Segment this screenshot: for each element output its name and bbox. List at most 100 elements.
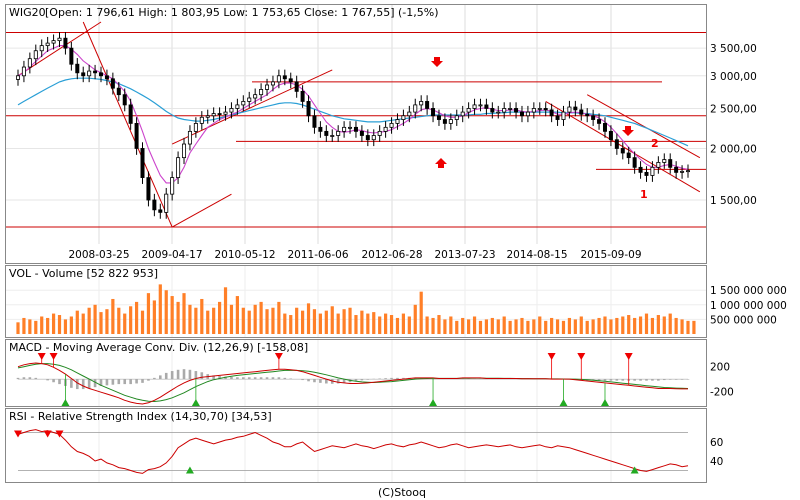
candle-body xyxy=(75,63,80,74)
macd-line xyxy=(17,362,688,405)
rsi-line xyxy=(17,429,689,474)
candle-body xyxy=(579,109,584,115)
x-tick-label: 2013-07-23 xyxy=(434,249,495,261)
macd-hist-bar xyxy=(99,379,103,386)
macd-hist-bar xyxy=(224,376,227,380)
macd-hist-bar xyxy=(307,379,310,382)
volume-bar xyxy=(306,303,311,334)
rsi-title: RSI - Relative Strength Index (14,30,70)… xyxy=(9,410,272,423)
volume-bar xyxy=(87,307,91,334)
volume-bar xyxy=(81,313,85,334)
candle-body xyxy=(644,171,649,176)
macd-hist-bar xyxy=(621,379,625,381)
buy-signal-icon xyxy=(429,399,438,406)
candle-body xyxy=(383,126,388,132)
macd-hist-bar xyxy=(75,379,79,390)
rsi-buy-icon xyxy=(630,466,639,474)
macd-hist-bar xyxy=(230,376,233,380)
macd-lines xyxy=(17,362,689,405)
macd-hist-bar xyxy=(336,379,340,384)
volume-title: VOL - Volume [52 822 953] xyxy=(9,267,158,280)
macd-tick-label: -200 xyxy=(710,387,734,399)
volume-bar xyxy=(526,320,530,334)
macd-hist-bar xyxy=(16,377,20,380)
candle-body xyxy=(21,66,26,77)
candle-body xyxy=(472,104,477,109)
candle-body xyxy=(602,123,607,132)
macd-hist-bar xyxy=(87,379,91,389)
volume-bar xyxy=(271,307,275,334)
macd-hist-bar xyxy=(176,369,180,380)
candle-body xyxy=(614,139,619,149)
macd-title: MACD - Moving Average Conv. Div. (12,26,… xyxy=(9,341,308,354)
candle-body xyxy=(543,108,548,111)
candle-body xyxy=(128,104,133,124)
rsi-sell-icon xyxy=(14,430,22,438)
volume-bar xyxy=(200,298,204,334)
macd-hist-bar xyxy=(188,369,192,380)
volume-bar xyxy=(75,310,79,334)
candle-body xyxy=(389,123,394,128)
volume-bar xyxy=(395,317,400,334)
volume-bar xyxy=(158,284,162,334)
copyright: (C)Stooq xyxy=(378,486,426,499)
volume-bar xyxy=(544,320,548,334)
candle-body xyxy=(270,81,275,86)
candle-body xyxy=(81,72,86,77)
macd-hist-bar xyxy=(615,379,619,381)
volume-bar xyxy=(597,317,601,334)
trend-line xyxy=(171,69,333,145)
macd-hist-bar xyxy=(212,375,215,380)
candle-body xyxy=(45,42,50,47)
macd-hist-bar xyxy=(396,377,399,380)
volume-bar xyxy=(212,307,216,334)
volume-bar xyxy=(206,310,210,334)
volume-bar xyxy=(603,316,607,334)
volume-bar xyxy=(490,317,494,334)
volume-bar xyxy=(378,316,382,334)
volume-bar xyxy=(289,315,293,334)
candle-body xyxy=(116,87,121,96)
sell-signal-icon xyxy=(624,353,633,360)
price-candles xyxy=(15,32,691,219)
volume-bar xyxy=(99,312,103,334)
candle-body xyxy=(223,111,228,115)
candle-body xyxy=(395,119,400,124)
candle-body xyxy=(413,104,418,113)
candle-body xyxy=(63,37,68,49)
candle-body xyxy=(359,130,364,136)
sell-signal-icon xyxy=(577,353,586,360)
candle-body xyxy=(537,108,542,110)
candle-body xyxy=(134,123,139,149)
candle-body xyxy=(514,108,519,113)
candle-body xyxy=(229,108,234,113)
rsi-sell-icon xyxy=(55,430,64,438)
volume-bar xyxy=(508,320,512,334)
volume-bar xyxy=(550,317,554,334)
price-y-axis: 3 500,00 3 000,00 2 500,00 2 000,00 1 500,00 xyxy=(710,43,757,207)
macd-hist-bar xyxy=(633,379,636,381)
candle-body xyxy=(330,135,335,137)
sell-signal-icon xyxy=(547,353,556,360)
macd-hist-bar xyxy=(242,377,245,380)
candle-body xyxy=(531,108,536,113)
rsi-tick-label: 60 xyxy=(710,437,723,449)
macd-hist-bar xyxy=(674,379,678,380)
volume-y-axis: 1 500 000 000 1 000 000 000 500 000 000 xyxy=(710,285,787,326)
volume-bar xyxy=(638,316,643,334)
x-tick-label: 2012-06-28 xyxy=(361,249,422,261)
volume-bar xyxy=(330,306,334,334)
volume-bar xyxy=(609,319,613,334)
macd-hist-bar xyxy=(129,379,132,385)
candle-body xyxy=(484,104,489,109)
volume-bar xyxy=(591,319,595,334)
macd-hist-bar xyxy=(360,379,364,381)
price-title: WIG20 xyxy=(9,6,46,19)
candle-body xyxy=(51,40,56,44)
volume-bar xyxy=(129,306,133,334)
volume-bar xyxy=(449,316,453,334)
candle-body xyxy=(104,75,109,80)
volume-bar xyxy=(389,315,394,334)
volume-bar xyxy=(140,310,145,334)
macd-hist-bar xyxy=(159,375,162,380)
